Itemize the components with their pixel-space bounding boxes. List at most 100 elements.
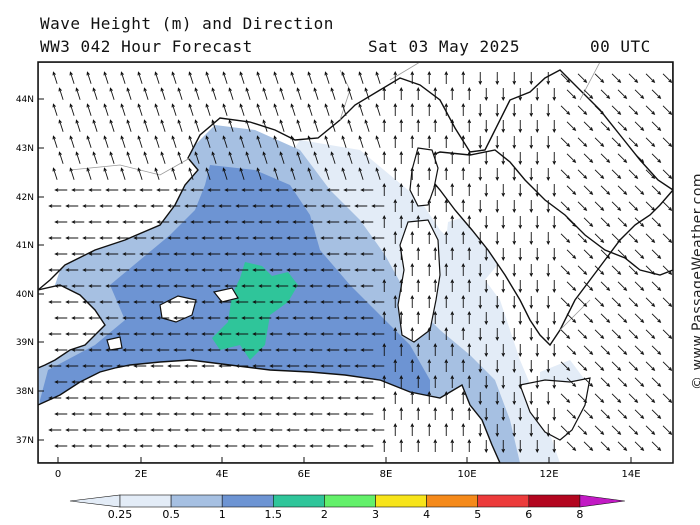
wave-arrow [478, 232, 483, 246]
wave-arrow [218, 332, 232, 336]
wave-arrow [354, 428, 368, 432]
wave-arrow [444, 230, 449, 244]
wave-arrow [552, 184, 557, 198]
wave-arrow [433, 342, 438, 356]
wave-arrow [461, 134, 466, 148]
wave-arrow [594, 169, 605, 179]
wave-arrow [177, 151, 183, 164]
wave-arrow [86, 103, 92, 116]
wave-arrow [150, 204, 164, 208]
wave-arrow [566, 121, 577, 131]
wave-arrow [645, 393, 656, 403]
wave-arrow [258, 444, 272, 448]
wave-arrow [201, 204, 215, 208]
wave-arrow [360, 316, 374, 320]
wave-arrow [201, 332, 215, 336]
wave-arrow [634, 153, 645, 163]
wave-arrow [167, 268, 181, 272]
wave-arrow [416, 150, 421, 164]
wave-arrow [577, 169, 588, 179]
wave-arrow [307, 167, 313, 180]
wave-arrow [201, 428, 215, 432]
legend-label: 3 [372, 508, 379, 521]
wave-arrow [252, 396, 266, 400]
wave-arrow [518, 312, 523, 326]
wave-arrow [160, 151, 166, 164]
wave-arrow [611, 105, 622, 115]
wave-arrow [566, 249, 577, 259]
wave-arrow [461, 294, 466, 308]
wave-arrow [560, 105, 571, 115]
wave-arrow [54, 348, 68, 352]
wave-arrow [133, 268, 147, 272]
wave-arrow [224, 412, 238, 416]
wave-arrow [105, 220, 119, 224]
wave-arrow [320, 300, 334, 304]
wave-arrow [88, 348, 102, 352]
wave-arrow [501, 440, 506, 454]
wave-arrow [286, 396, 300, 400]
wave-arrow [324, 71, 330, 84]
wave-arrow [309, 188, 323, 192]
wave-arrow [375, 135, 381, 148]
wave-arrow [343, 316, 357, 320]
wave-arrow [393, 166, 398, 180]
wave-arrow [450, 438, 455, 452]
wave-arrow [634, 121, 645, 131]
wave-arrow [133, 428, 147, 432]
wave-arrow [427, 294, 432, 308]
wave-arrow [337, 364, 351, 368]
lon-tick-label: 8E [380, 469, 393, 480]
wave-arrow [82, 428, 96, 432]
wave-arrow [207, 220, 221, 224]
wave-arrow [347, 87, 353, 100]
wave-arrow [224, 188, 238, 192]
wave-arrow [286, 428, 300, 432]
wave-arrow [450, 86, 455, 100]
wave-arrow [207, 380, 221, 384]
wave-arrow [594, 265, 605, 275]
wave-arrow [467, 118, 472, 132]
wave-arrow [54, 252, 68, 256]
wave-arrow [71, 444, 85, 448]
wave-arrow [218, 364, 232, 368]
forecast-time: 00 UTC [590, 37, 651, 56]
wave-arrow [262, 87, 268, 100]
legend-swatch [324, 494, 376, 508]
wave-arrow [662, 137, 673, 147]
wave-arrow [645, 297, 656, 307]
wave-arrow [256, 135, 262, 148]
wave-arrow [393, 198, 398, 212]
wave-arrow [450, 246, 455, 260]
wave-arrow [433, 86, 438, 100]
wave-arrow [109, 87, 115, 100]
wave-arrow [529, 232, 534, 246]
wave-arrow [241, 444, 255, 448]
wave-arrow [173, 188, 187, 192]
wave-arrow [628, 297, 639, 307]
wave-arrow [600, 185, 611, 195]
wave-arrow [645, 169, 656, 179]
wave-arrow [143, 119, 149, 132]
wave-arrow [410, 358, 415, 372]
land-europe [38, 62, 673, 291]
wave-arrow [296, 151, 302, 164]
wave-arrow [116, 268, 130, 272]
wave-arrow [48, 364, 62, 368]
wave-arrow [433, 150, 438, 164]
wave-arrow [137, 167, 143, 180]
wave-arrow [286, 332, 300, 336]
wave-arrow [529, 168, 534, 182]
wave-arrow [303, 364, 317, 368]
wave-arrow [634, 313, 645, 323]
wave-arrow [133, 364, 147, 368]
wave-arrow [65, 364, 79, 368]
wave-arrow [160, 119, 166, 132]
wave-arrow [478, 136, 483, 150]
wave-arrow [207, 348, 221, 352]
wave-arrow [103, 167, 109, 180]
wave-arrow [116, 364, 130, 368]
wave-arrow [99, 428, 113, 432]
wave-arrow [54, 188, 68, 192]
wave-arrow [343, 284, 357, 288]
